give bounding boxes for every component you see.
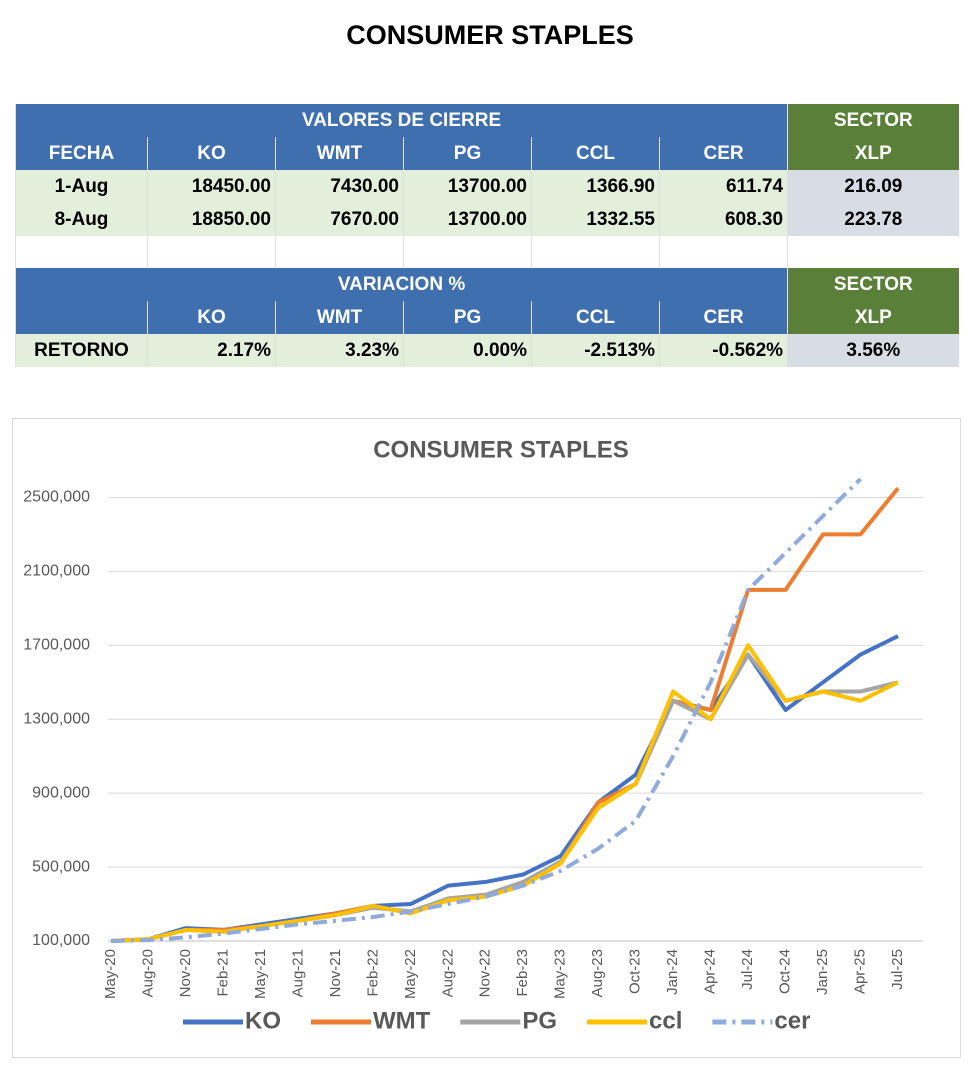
cell: 1366.90 [531, 170, 660, 203]
cell: -0.562% [658, 334, 788, 367]
cell: 611.74 [658, 170, 788, 203]
cell: 7430.00 [275, 170, 404, 203]
column-header: PG [403, 137, 532, 170]
legend-label: cer [774, 1007, 810, 1034]
cell: 1332.55 [531, 203, 660, 236]
cell: 3.56% [787, 334, 959, 367]
y-tick-label: 100,000 [32, 932, 90, 949]
legend-label: KO [245, 1007, 281, 1034]
cell: 7670.00 [275, 203, 404, 236]
sector-header: SECTOR [787, 268, 959, 301]
x-tick-label: Jan-24 [664, 949, 681, 995]
y-tick-label: 1300,000 [23, 710, 90, 727]
cell: 13700.00 [403, 170, 532, 203]
column-header: WMT [275, 137, 404, 170]
group-header: VALORES DE CIERRE [14, 104, 788, 137]
x-tick-label: Aug-23 [589, 949, 606, 997]
empty-header [15, 301, 148, 334]
x-tick-label: Aug-20 [139, 949, 156, 997]
chart-title: CONSUMER STAPLES [373, 436, 629, 463]
x-tick-label: Oct-23 [627, 949, 644, 994]
column-header: KO [147, 137, 276, 170]
column-header: CCL [531, 137, 660, 170]
column-header: XLP [787, 137, 959, 170]
column-header: CER [658, 301, 788, 334]
closing-table: VALORES DE CIERRE SECTOR FECHA KO WMT PG… [14, 104, 959, 269]
cell: 18850.00 [147, 203, 276, 236]
cell: 2.17% [147, 334, 276, 367]
legend-label: ccl [649, 1007, 682, 1034]
cell: 13700.00 [403, 203, 532, 236]
group-header: VARIACION % [14, 268, 788, 301]
x-tick-label: Nov-20 [177, 949, 194, 997]
y-tick-label: 900,000 [32, 784, 90, 801]
x-tick-label: May-22 [402, 949, 419, 999]
cell: 216.09 [787, 170, 959, 203]
x-tick-label: Oct-24 [777, 949, 794, 994]
column-header: XLP [787, 301, 959, 334]
cell: RETORNO [15, 334, 148, 367]
column-header: WMT [275, 301, 404, 334]
x-tick-label: Apr-25 [851, 949, 868, 994]
column-header: KO [147, 301, 276, 334]
x-tick-label: Feb-22 [364, 949, 381, 997]
line-series [110, 477, 862, 943]
x-tick-label: Feb-23 [514, 949, 531, 997]
x-tick-label: May-21 [252, 949, 269, 999]
cell: 18450.00 [147, 170, 276, 203]
cell: 0.00% [403, 334, 532, 367]
x-tick-label: Apr-24 [702, 949, 719, 994]
page-title: CONSUMER STAPLES [346, 20, 634, 50]
cell: 1-Aug [15, 170, 148, 203]
variation-table: VARIACION % SECTOR KO WMT PG CCL CER XLP… [14, 268, 959, 367]
x-tick-label: May-20 [102, 949, 119, 999]
legend-label: PG [522, 1007, 557, 1034]
x-tick-label: Aug-22 [439, 949, 456, 997]
y-tick-label: 2500,000 [23, 489, 90, 506]
line-series [110, 652, 899, 943]
column-header: CER [658, 137, 788, 170]
cell: 3.23% [275, 334, 404, 367]
y-tick-label: 2100,000 [23, 563, 90, 580]
x-tick-label: Feb-21 [214, 949, 231, 997]
cell: -2.513% [531, 334, 660, 367]
sector-header: SECTOR [787, 104, 959, 137]
column-header: CCL [531, 301, 660, 334]
x-tick-label: Nov-21 [327, 949, 344, 997]
x-tick-label: Jul-24 [739, 949, 756, 990]
y-tick-label: 500,000 [32, 858, 90, 875]
x-tick-label: Jul-25 [889, 949, 906, 990]
x-tick-label: Jan-25 [814, 949, 831, 995]
cell: 8-Aug [15, 203, 148, 236]
cell: 608.30 [658, 203, 788, 236]
line-series [110, 634, 899, 943]
legend-label: WMT [373, 1007, 431, 1034]
chart-box: CONSUMER STAPLES 100,000 500,000 900,000 13… [12, 418, 961, 1058]
x-tick-label: Nov-22 [477, 949, 494, 997]
chart: CONSUMER STAPLES 100,000 500,000 900,000 13… [23, 436, 923, 1034]
x-tick-label: Aug-21 [289, 949, 306, 997]
x-tick-label: May-23 [552, 949, 569, 999]
column-header: FECHA [15, 137, 148, 170]
cell: 223.78 [787, 203, 959, 236]
column-header: PG [403, 301, 532, 334]
y-tick-label: 1700,000 [23, 637, 90, 654]
